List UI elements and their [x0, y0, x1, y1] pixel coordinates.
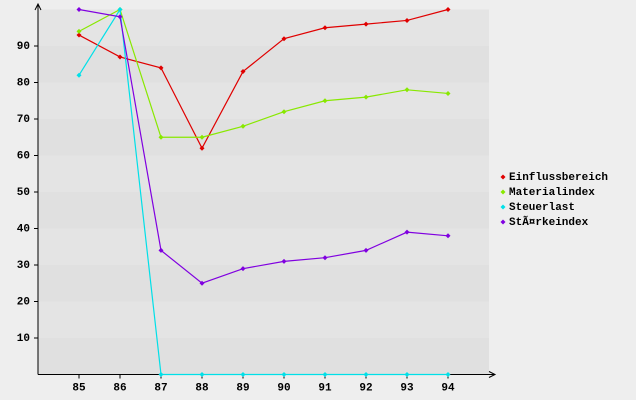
point	[445, 7, 451, 12]
grid-band	[38, 265, 489, 302]
point	[404, 17, 410, 23]
y-tick-label: 70	[17, 114, 30, 126]
grid-band	[38, 155, 489, 192]
point	[281, 109, 287, 115]
point	[322, 98, 328, 104]
legend-marker	[500, 219, 506, 225]
point	[240, 372, 246, 377]
point	[76, 28, 82, 34]
point	[445, 90, 451, 96]
legend-label: Materialindex	[509, 187, 595, 199]
point	[363, 21, 369, 27]
x-tick-label: 92	[359, 382, 372, 394]
point	[240, 123, 246, 129]
y-axis-arrow	[34, 2, 42, 11]
point	[199, 372, 205, 377]
point	[76, 72, 82, 78]
grid-band	[38, 82, 489, 119]
point	[322, 372, 328, 377]
point	[199, 280, 205, 286]
point	[363, 247, 369, 253]
point	[117, 7, 123, 12]
legend-marker	[500, 174, 506, 180]
y-tick-label: 80	[17, 77, 30, 89]
x-tick-label: 85	[72, 382, 86, 394]
grid-band	[38, 301, 489, 338]
grid-band	[38, 119, 489, 156]
point	[363, 372, 369, 377]
y-tick-label: 10	[17, 333, 30, 345]
point	[445, 233, 451, 239]
x-tick-label: 88	[195, 382, 209, 394]
y-tick-label: 60	[17, 150, 30, 162]
line	[78, 8, 449, 150]
point	[117, 54, 123, 60]
point	[158, 247, 164, 253]
point	[158, 65, 164, 71]
point	[158, 372, 164, 377]
point	[199, 145, 205, 151]
point	[322, 25, 328, 31]
point	[281, 372, 287, 377]
point	[404, 372, 410, 377]
legend-label: Steuerlast	[509, 202, 575, 214]
point	[281, 258, 287, 264]
y-tick-label: 50	[17, 187, 30, 199]
x-tick-label: 89	[236, 382, 249, 394]
legend-label: StÃ¤rkeindex	[509, 215, 589, 229]
line	[78, 8, 449, 138]
point	[404, 87, 410, 93]
point	[117, 14, 123, 20]
x-tick-label: 93	[400, 382, 414, 394]
x-tick-label: 91	[318, 382, 332, 394]
y-tick-label: 20	[17, 296, 30, 308]
point	[199, 134, 205, 140]
grid-band	[38, 192, 489, 229]
grid-band	[38, 46, 489, 83]
y-tick-label: 40	[17, 223, 30, 235]
point	[240, 69, 246, 75]
point	[445, 372, 451, 377]
point	[363, 94, 369, 100]
legend-label: Einflussbereich	[509, 172, 608, 184]
point	[281, 36, 287, 42]
legend-marker	[500, 189, 506, 195]
point	[404, 229, 410, 235]
line	[78, 8, 449, 284]
y-tick-label: 90	[17, 41, 30, 53]
x-tick-label: 87	[154, 382, 167, 394]
point	[322, 255, 328, 261]
x-tick-label: 86	[113, 382, 126, 394]
line	[78, 7, 448, 376]
point	[240, 266, 246, 272]
x-axis-arrow	[488, 371, 497, 378]
legend-marker	[500, 204, 506, 210]
grid-band	[38, 228, 489, 265]
x-tick-label: 90	[277, 382, 290, 394]
grid-band	[38, 9, 489, 46]
y-tick-label: 30	[17, 260, 30, 272]
grid-band	[38, 338, 489, 375]
point	[76, 7, 82, 12]
point	[76, 32, 82, 38]
x-tick-label: 94	[441, 382, 455, 394]
point	[158, 134, 164, 140]
